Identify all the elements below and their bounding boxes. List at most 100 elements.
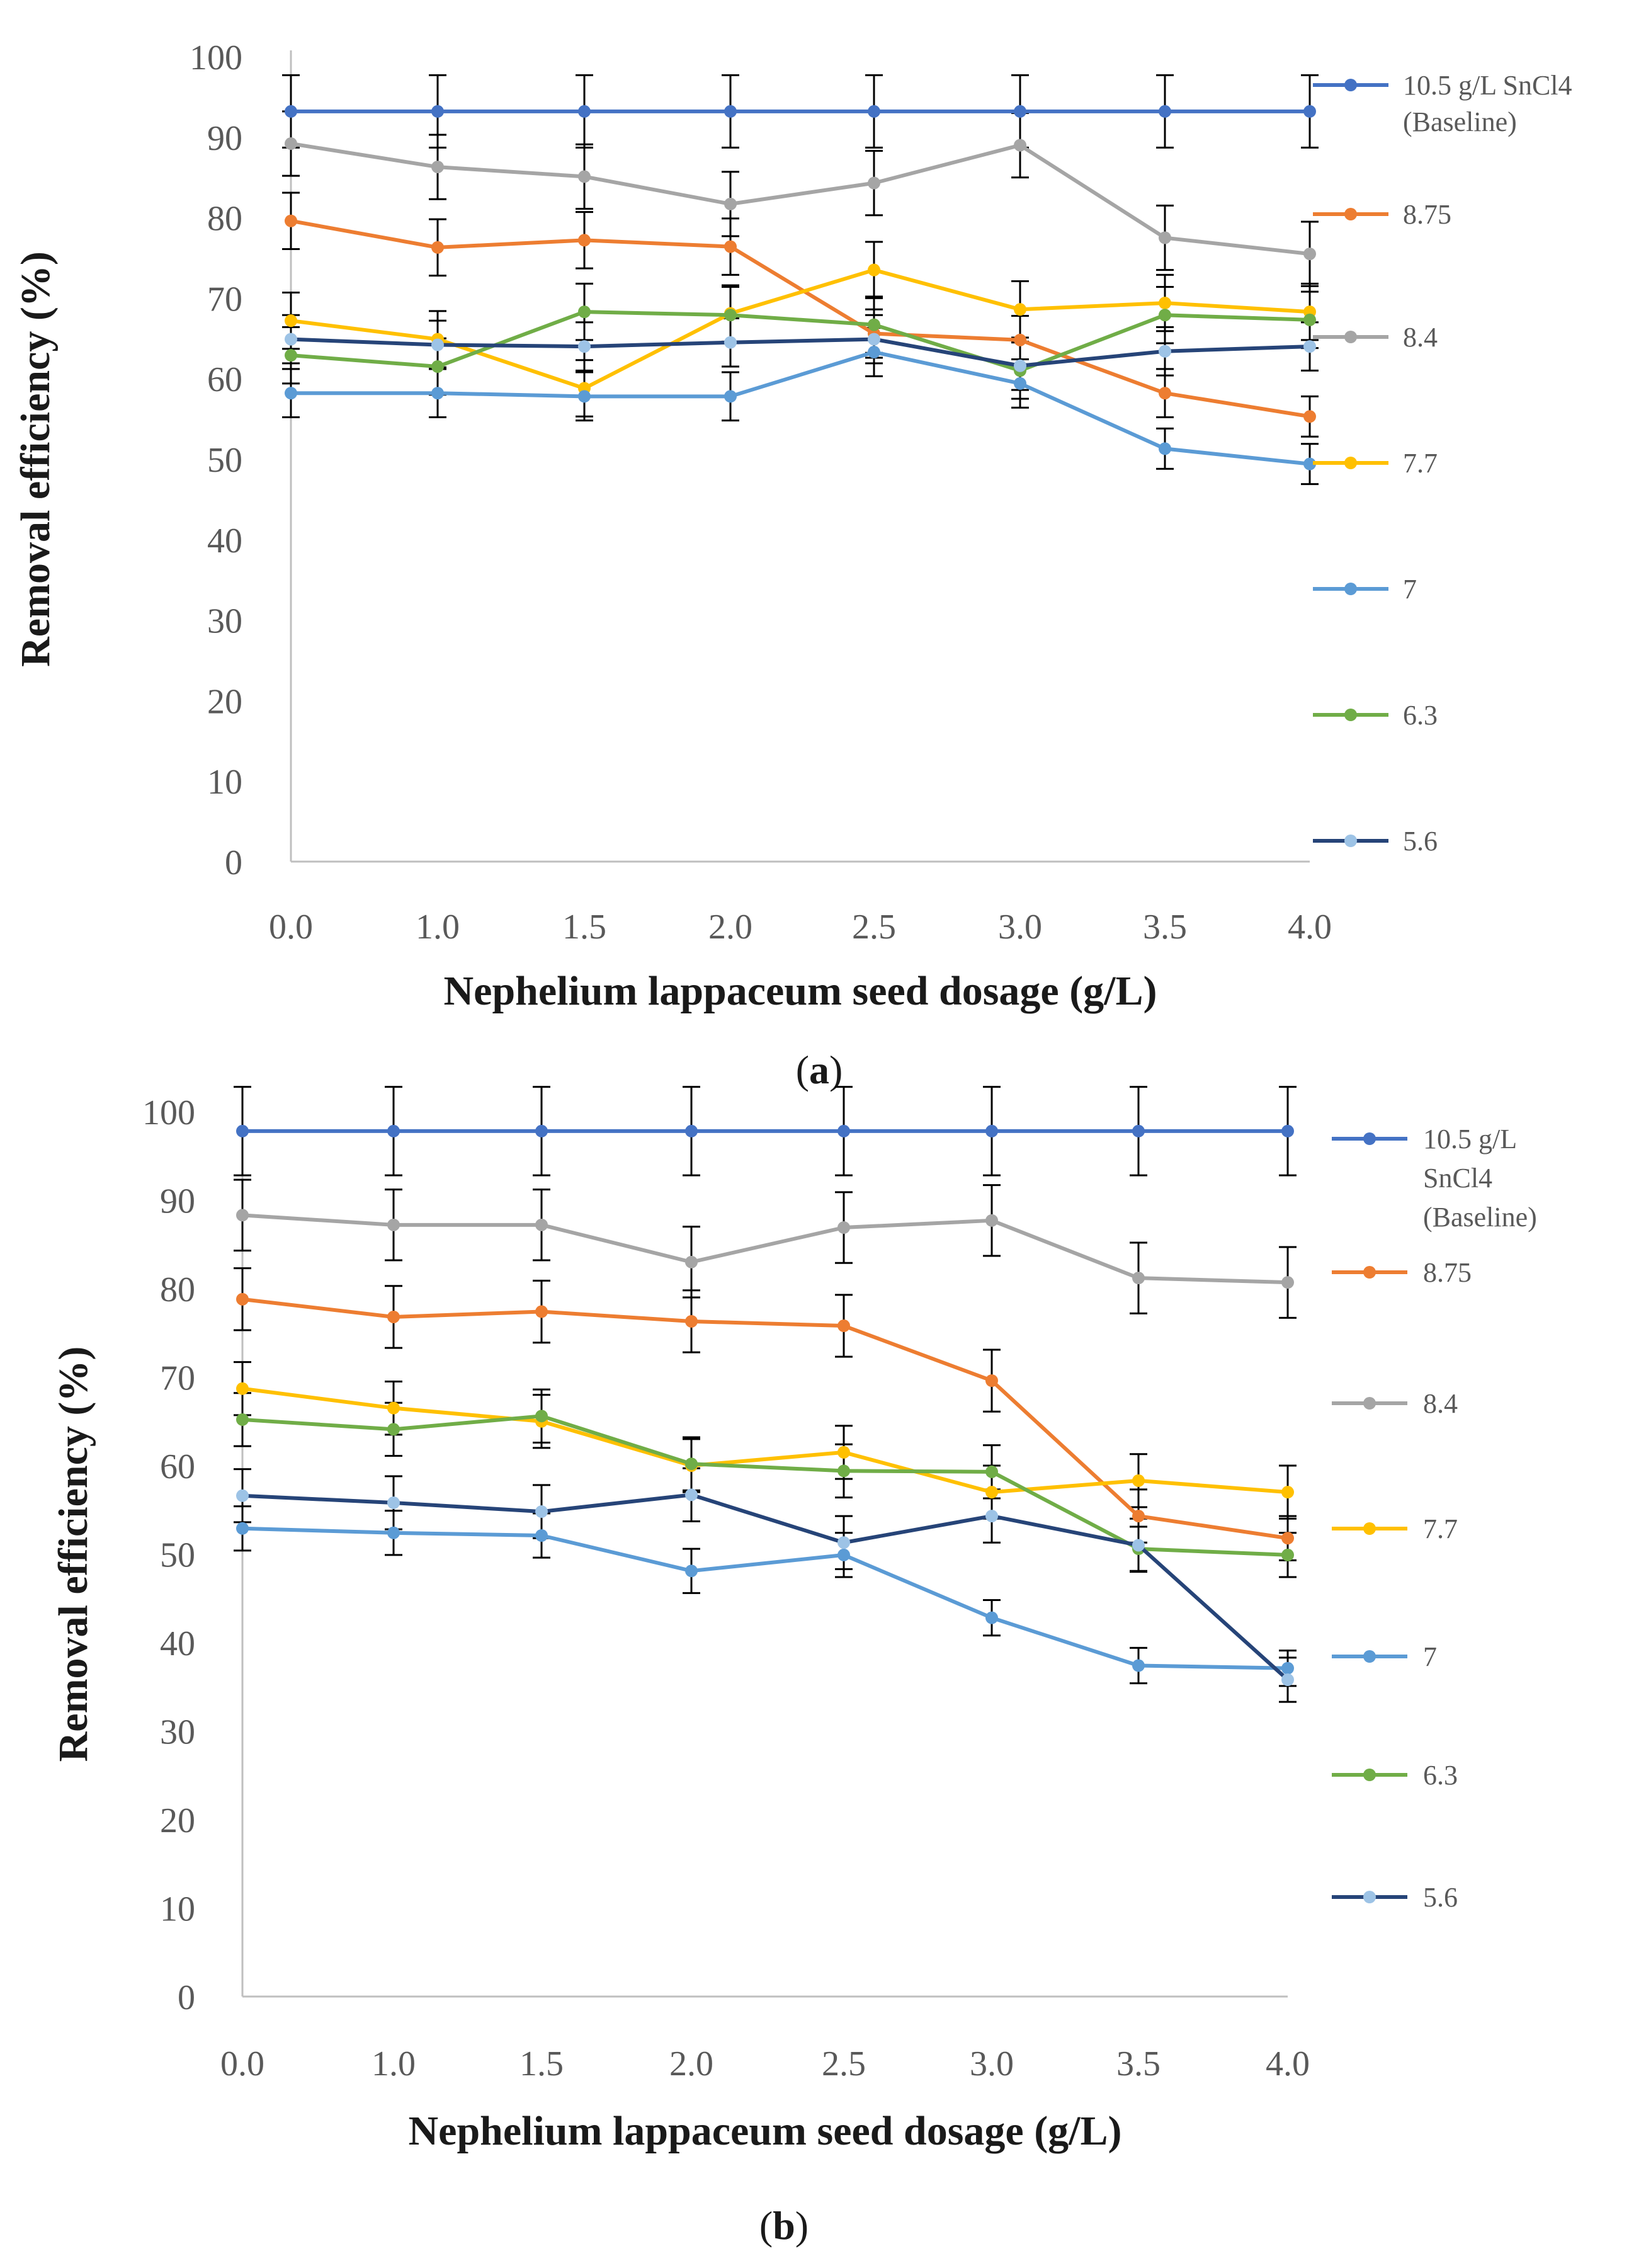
data-point — [837, 1124, 850, 1137]
series-line — [242, 1386, 1288, 1495]
data-point — [1014, 359, 1026, 372]
x-axis-title: Nephelium lappaceum seed dosage (g/L) — [443, 968, 1157, 1014]
data-point — [985, 1465, 998, 1478]
legend-label: 5.6 — [1423, 1882, 1458, 1913]
data-point — [285, 105, 297, 118]
y-tick-label: 90 — [207, 119, 242, 158]
y-tick-label: 0 — [225, 843, 242, 882]
data-point — [578, 390, 591, 403]
data-point — [1014, 105, 1026, 118]
y-tick-label: 30 — [207, 602, 242, 641]
legend-swatch-marker — [1344, 79, 1357, 91]
data-point — [285, 333, 297, 346]
data-point — [285, 349, 297, 362]
legend-label: 5.6 — [1403, 826, 1438, 857]
y-tick-label: 50 — [207, 441, 242, 480]
legend-label: (Baseline) — [1403, 106, 1517, 137]
data-point — [1281, 1532, 1294, 1545]
y-tick-label: 100 — [142, 1093, 195, 1132]
data-point — [1281, 1276, 1294, 1289]
data-point — [1132, 1474, 1145, 1487]
data-point — [985, 1124, 998, 1137]
data-point — [1132, 1510, 1145, 1523]
legend-swatch-marker — [1363, 1522, 1376, 1535]
x-tick-label: 2.5 — [822, 2044, 866, 2083]
legend-swatch-marker — [1363, 1132, 1376, 1145]
data-point — [724, 240, 737, 253]
data-point — [387, 1423, 400, 1436]
data-point — [837, 1221, 850, 1234]
series-line — [242, 1493, 1290, 1682]
x-tick-label: 3.5 — [1143, 908, 1187, 947]
x-tick-label: 0.0 — [220, 2044, 264, 2083]
data-point — [431, 241, 444, 254]
x-tick-label: 3.5 — [1116, 2044, 1161, 2083]
data-point — [685, 1564, 698, 1578]
y-tick-label: 30 — [160, 1713, 195, 1752]
legend-label: 8.75 — [1423, 1257, 1472, 1288]
data-point — [535, 1124, 548, 1137]
data-point — [685, 1457, 698, 1471]
data-point — [868, 176, 880, 190]
data-point — [868, 318, 880, 331]
series-line — [242, 1297, 1288, 1541]
legend-swatch-marker — [1344, 709, 1357, 721]
data-point — [1303, 313, 1316, 326]
data-point — [1281, 1673, 1294, 1687]
x-tick-label: 3.0 — [998, 908, 1042, 947]
y-tick-label: 70 — [160, 1359, 195, 1398]
legend-label: 8.4 — [1423, 1388, 1458, 1419]
data-point — [387, 1401, 400, 1415]
data-point — [236, 1292, 249, 1306]
data-point — [387, 1310, 400, 1323]
data-point — [985, 1374, 998, 1388]
y-tick-label: 80 — [160, 1270, 195, 1309]
data-point — [868, 105, 880, 118]
data-point — [236, 1382, 249, 1395]
legend-label: 10.5 g/L SnCl4 — [1403, 70, 1572, 101]
data-point — [1281, 1124, 1294, 1137]
y-tick-label: 60 — [207, 360, 242, 399]
x-tick-label: 1.5 — [562, 908, 606, 947]
series-line — [290, 268, 1310, 390]
data-point — [1303, 105, 1316, 118]
data-point — [724, 105, 737, 118]
data-point — [1014, 303, 1026, 316]
legend-swatch-marker — [1344, 457, 1357, 469]
y-tick-label: 20 — [160, 1801, 195, 1840]
y-tick-label: 40 — [160, 1624, 195, 1663]
legend-swatch-marker — [1363, 1397, 1376, 1410]
legend-swatch-marker — [1344, 835, 1357, 847]
x-tick-label: 3.0 — [970, 2044, 1014, 2083]
data-point — [868, 346, 880, 359]
data-point — [1303, 410, 1316, 423]
data-point — [1014, 139, 1026, 152]
legend-label: 7.7 — [1423, 1513, 1458, 1544]
panel-label: (a) — [796, 1047, 843, 1092]
data-point — [1303, 248, 1316, 261]
legend-label: 10.5 g/L — [1423, 1124, 1517, 1154]
x-tick-label: 4.0 — [1266, 2044, 1310, 2083]
data-point — [837, 1464, 850, 1478]
data-point — [985, 1611, 998, 1624]
data-point — [1159, 387, 1171, 400]
data-point — [837, 1536, 850, 1549]
series-line — [290, 310, 1310, 373]
data-point — [431, 105, 444, 118]
data-point — [1159, 309, 1171, 322]
data-point — [236, 1209, 249, 1222]
data-point — [431, 338, 444, 351]
x-tick-label: 2.0 — [708, 908, 752, 947]
legend-label: 7 — [1403, 574, 1417, 605]
data-point — [1132, 1659, 1145, 1672]
data-point — [685, 1255, 698, 1268]
data-point — [535, 1305, 548, 1318]
x-tick-label: 1.0 — [372, 2044, 416, 2083]
series-line — [290, 337, 1310, 368]
data-point — [1159, 345, 1171, 358]
data-point — [431, 360, 444, 373]
legend-label: 8.75 — [1403, 199, 1451, 230]
data-point — [236, 1489, 249, 1502]
